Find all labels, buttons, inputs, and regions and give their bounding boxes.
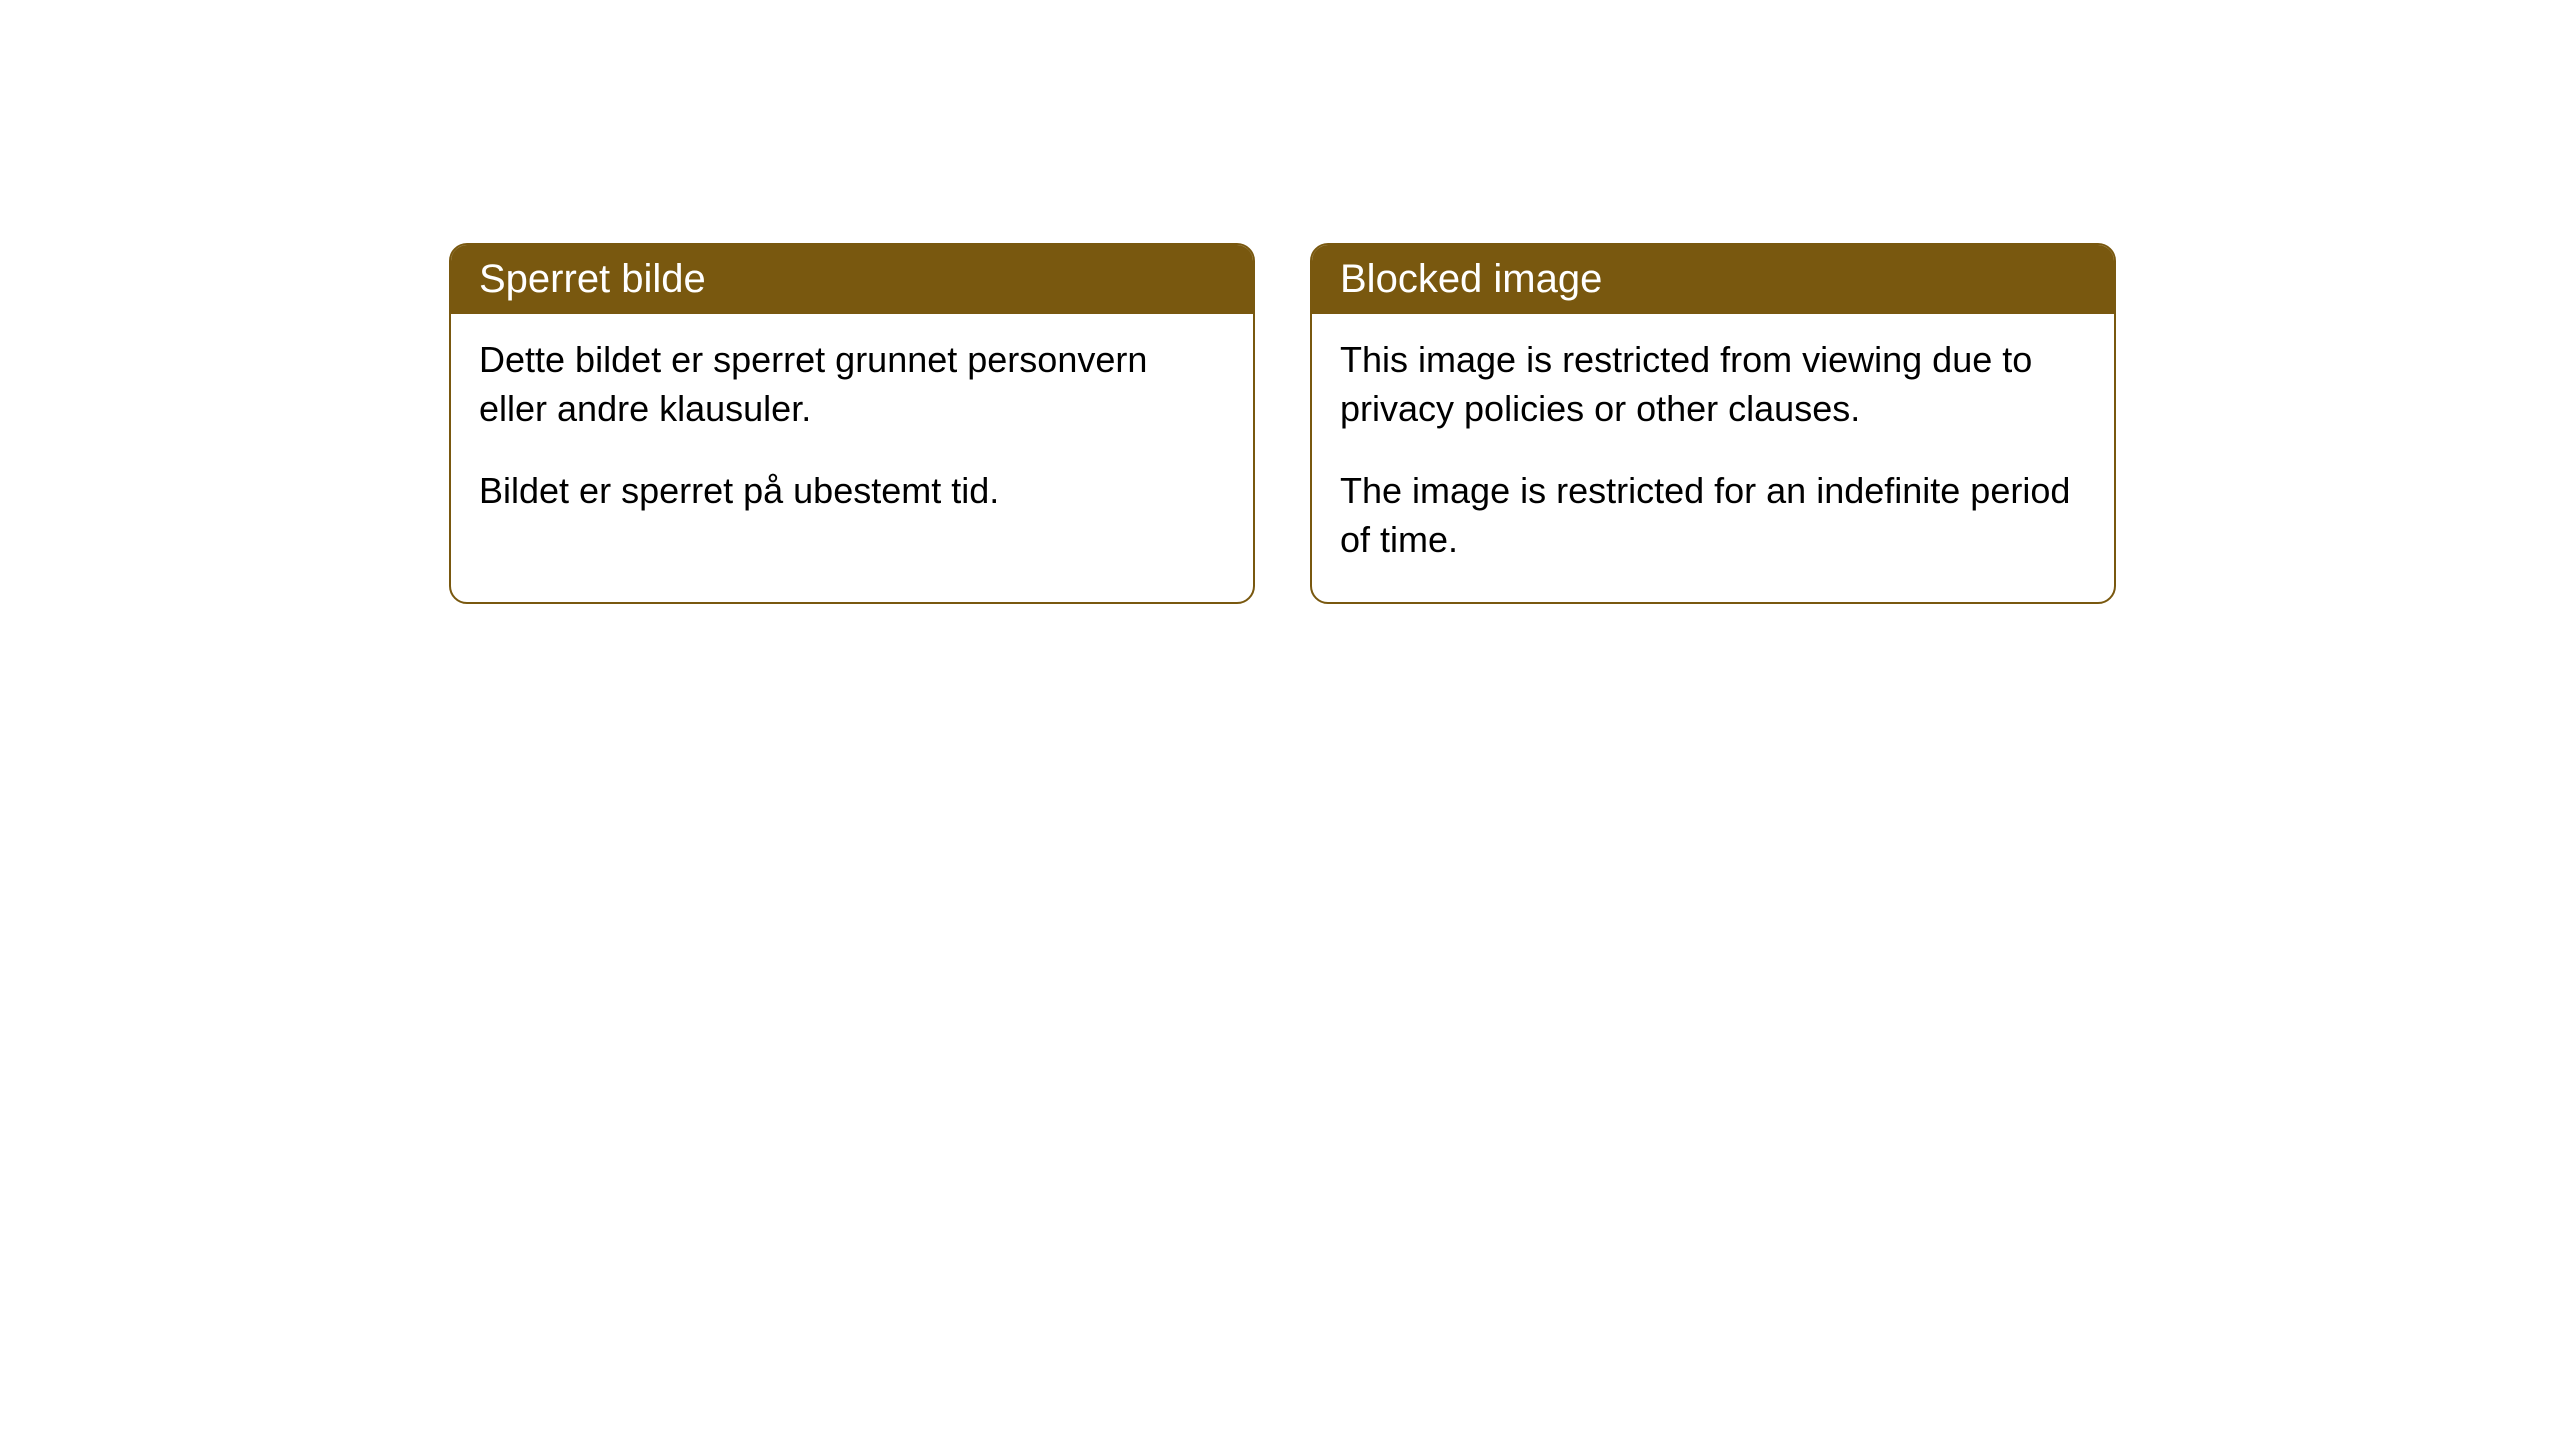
card-paragraph-2: The image is restricted for an indefinit… (1340, 467, 2086, 564)
card-header: Blocked image (1312, 245, 2114, 314)
card-paragraph-1: Dette bildet er sperret grunnet personve… (479, 336, 1225, 433)
card-title: Blocked image (1340, 257, 1602, 301)
notice-cards-container: Sperret bilde Dette bildet er sperret gr… (449, 243, 2116, 604)
blocked-image-card-norwegian: Sperret bilde Dette bildet er sperret gr… (449, 243, 1255, 604)
blocked-image-card-english: Blocked image This image is restricted f… (1310, 243, 2116, 604)
card-title: Sperret bilde (479, 257, 706, 301)
card-body: This image is restricted from viewing du… (1312, 314, 2114, 602)
card-paragraph-2: Bildet er sperret på ubestemt tid. (479, 467, 1225, 516)
card-paragraph-1: This image is restricted from viewing du… (1340, 336, 2086, 433)
card-header: Sperret bilde (451, 245, 1253, 314)
card-body: Dette bildet er sperret grunnet personve… (451, 314, 1253, 554)
